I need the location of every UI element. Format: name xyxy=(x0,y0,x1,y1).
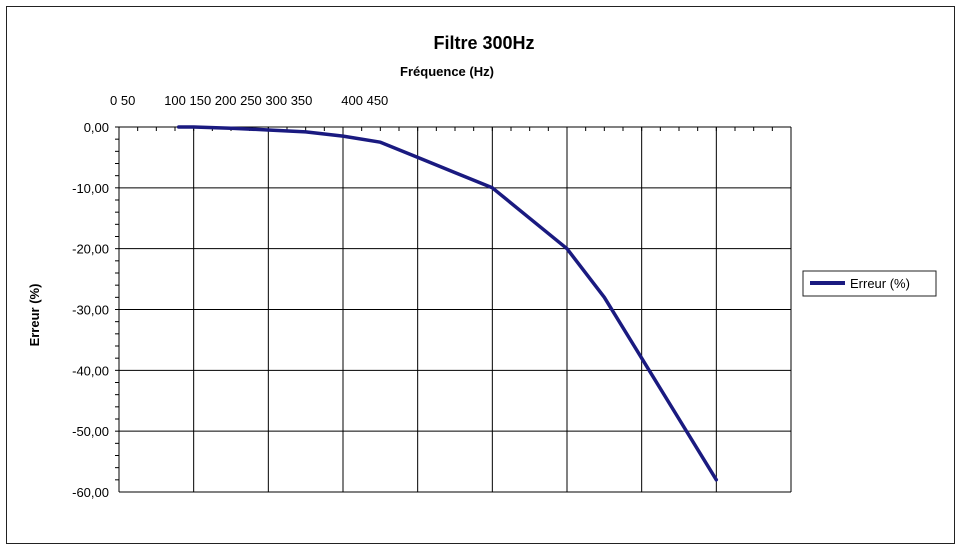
chart-title: Filtre 300Hz xyxy=(433,33,534,53)
chart-frame: Filtre 300Hz Fréquence (Hz) 0 50 100 150… xyxy=(6,6,955,544)
y-tick-labels: 0,00 -10,00 -20,00 -30,00 -40,00 -50,00 -60,00 xyxy=(72,120,109,500)
y-tick-label: -10,00 xyxy=(72,181,109,196)
y-tick-label: 0,00 xyxy=(84,120,109,135)
y-tick-label: -60,00 xyxy=(72,485,109,500)
x-axis-label: Fréquence (Hz) xyxy=(400,64,494,79)
y-tick-label: -30,00 xyxy=(72,303,109,318)
legend-label: Erreur (%) xyxy=(850,276,910,291)
axes xyxy=(115,126,792,481)
legend: Erreur (%) xyxy=(802,270,937,297)
series-line-erreur xyxy=(176,125,719,482)
y-tick-label: -40,00 xyxy=(72,363,109,378)
y-tick-label: -20,00 xyxy=(72,242,109,257)
grid xyxy=(118,126,792,493)
series-group xyxy=(176,125,719,482)
y-axis-label: Erreur (%) xyxy=(27,284,42,347)
x-tick-labels: 0 50 100 150 200 250 300 350 400 450 xyxy=(110,93,388,108)
chart-svg: Filtre 300Hz Fréquence (Hz) 0 50 100 150… xyxy=(27,33,937,500)
y-tick-label: -50,00 xyxy=(72,424,109,439)
